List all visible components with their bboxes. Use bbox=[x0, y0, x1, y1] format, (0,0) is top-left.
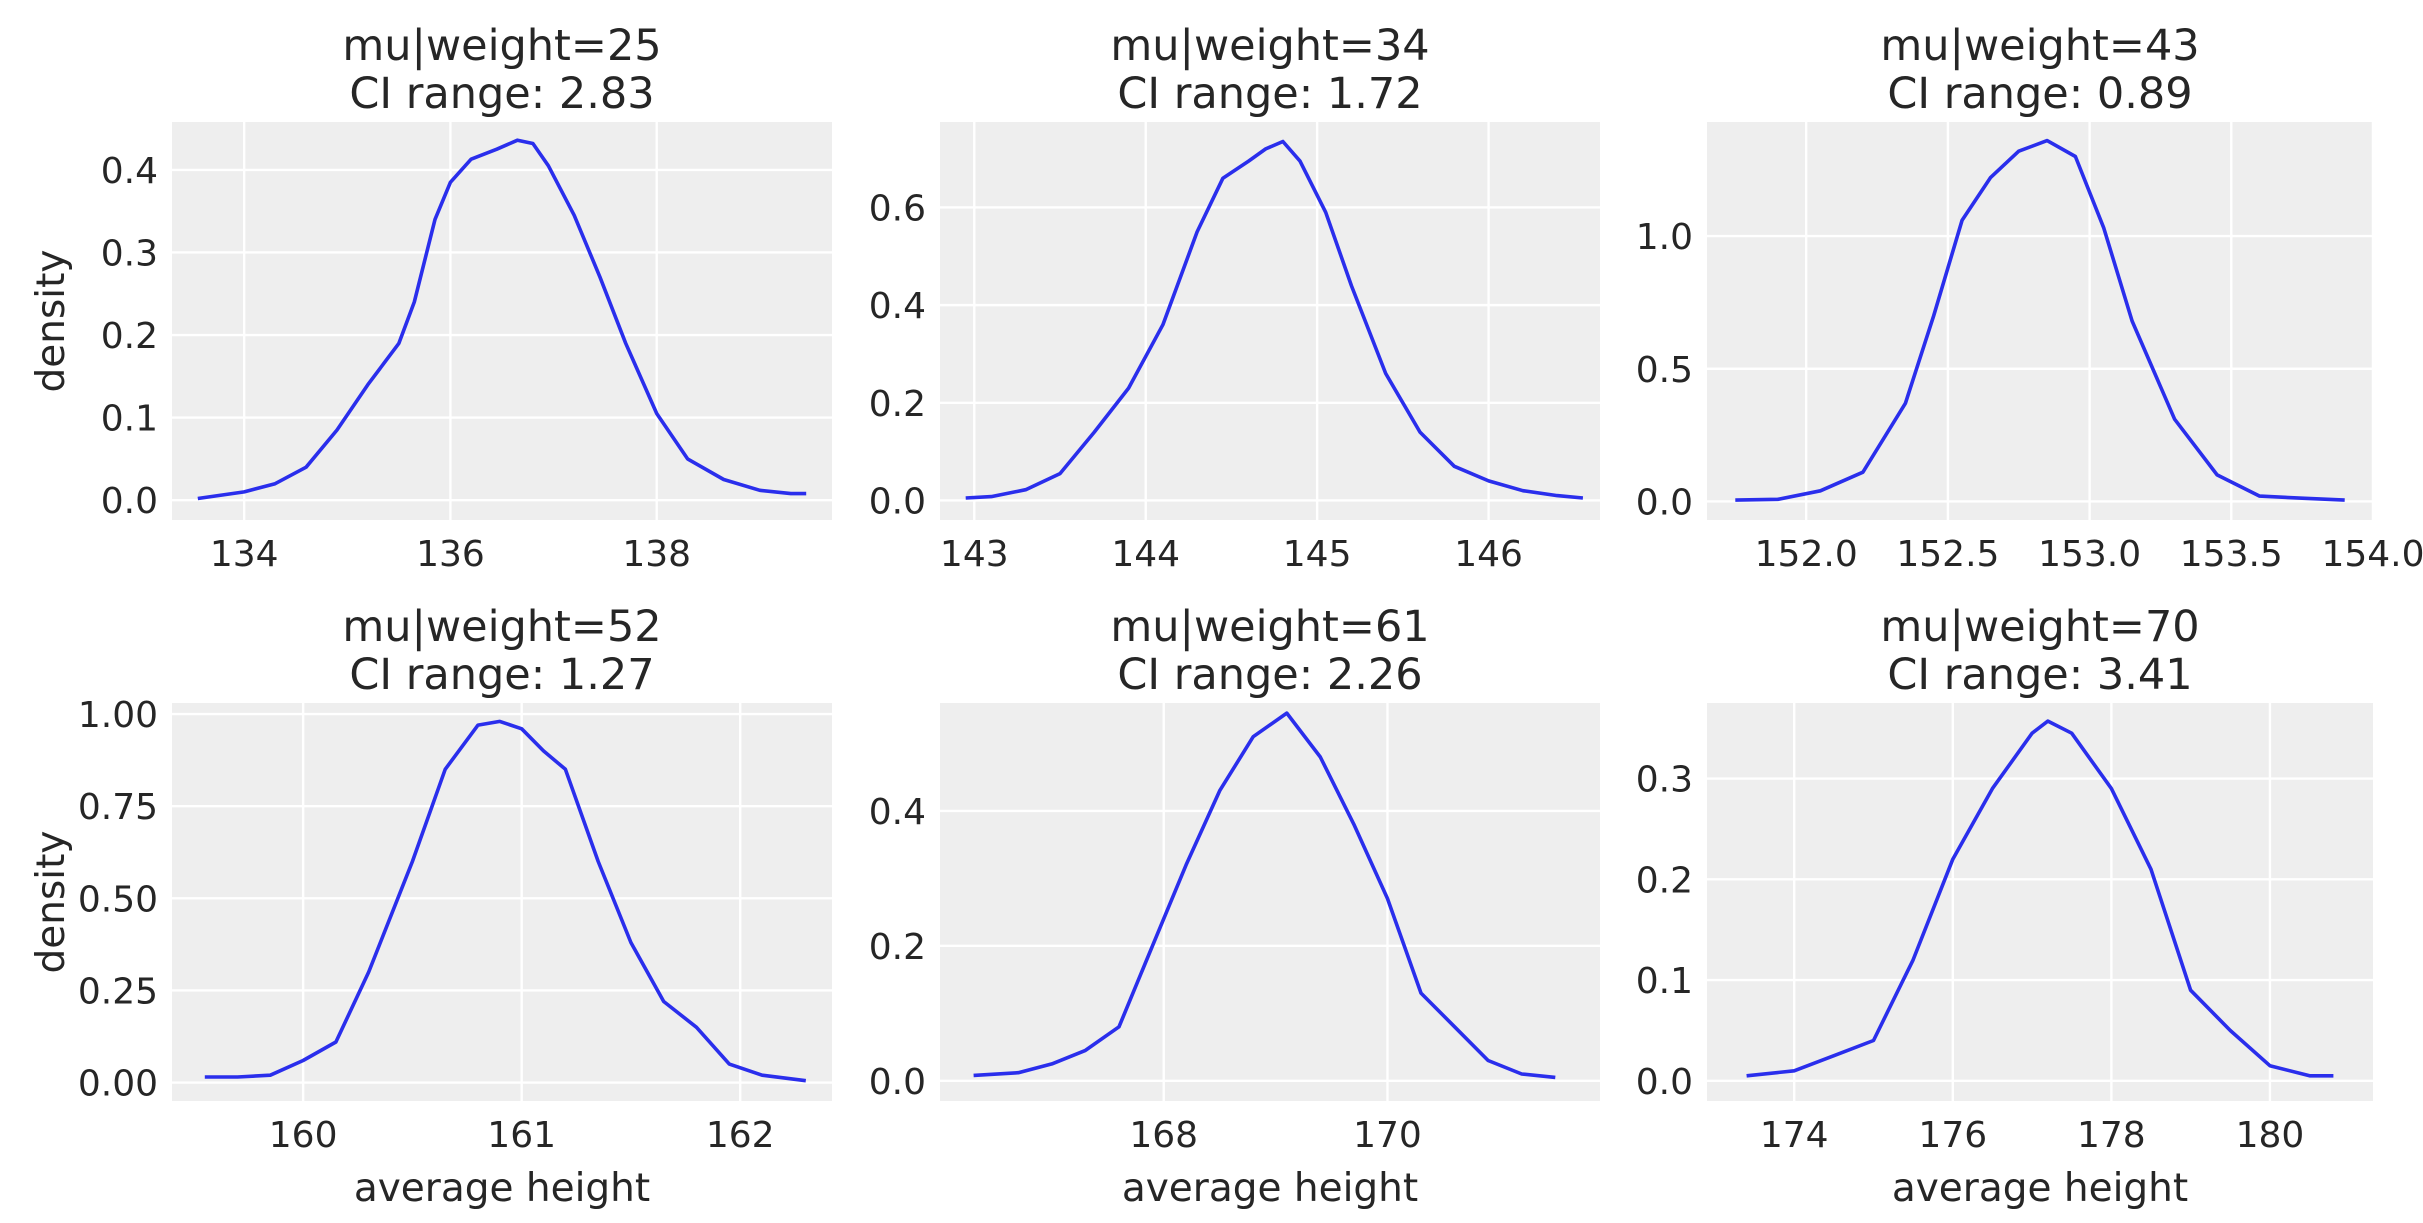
x-tick-label: 138 bbox=[622, 534, 691, 575]
y-tick-label: 0.6 bbox=[869, 188, 926, 229]
chart-panel-3: 152.0 152.5 153.0 153.5 154.0 0.0 0.5 1.0 mu|wei… bbox=[1636, 21, 2423, 575]
x-tick-label: 152.0 bbox=[1755, 534, 1858, 575]
panel-subtitle: CI range: 2.83 bbox=[349, 69, 654, 119]
density-curve bbox=[197, 138, 807, 501]
plot-background bbox=[940, 703, 1600, 1101]
panel-title: mu|weight=25 bbox=[342, 21, 661, 71]
x-tick-label: 143 bbox=[940, 534, 1009, 575]
x-tick-label: 136 bbox=[416, 534, 485, 575]
x-tick-label: 161 bbox=[487, 1115, 556, 1156]
panel-subtitle: CI range: 1.27 bbox=[349, 650, 654, 700]
y-tick-label: 0.0 bbox=[869, 481, 926, 522]
y-tick-label: 0.2 bbox=[869, 927, 926, 968]
y-tick-label: 0.4 bbox=[101, 151, 158, 192]
y-tick-label: 0.4 bbox=[869, 792, 926, 833]
x-axis-label: average height bbox=[354, 1166, 650, 1211]
x-tick-label: 134 bbox=[210, 534, 279, 575]
panel-subtitle: CI range: 2.26 bbox=[1117, 650, 1422, 700]
x-tick-label: 153.0 bbox=[2038, 534, 2141, 575]
panel-title: mu|weight=61 bbox=[1110, 602, 1429, 652]
chart-panel-4: 160 161 162 0.00 0.25 0.50 0.75 1.00 mu|weight=5… bbox=[29, 602, 832, 1211]
density-curve bbox=[965, 139, 1584, 500]
density-curve bbox=[1735, 138, 2345, 502]
x-tick-label: 176 bbox=[1918, 1115, 1987, 1156]
y-axis-label: density bbox=[29, 250, 74, 393]
y-tick-label: 0.0 bbox=[869, 1062, 926, 1103]
x-tick-label: 180 bbox=[2236, 1115, 2305, 1156]
x-tick-label: 174 bbox=[1760, 1115, 1829, 1156]
x-tick-label: 160 bbox=[269, 1115, 338, 1156]
plot-background bbox=[1707, 703, 2373, 1101]
y-tick-label: 0.0 bbox=[101, 481, 158, 522]
panel-title: mu|weight=70 bbox=[1880, 602, 2199, 652]
y-tick-label: 0.2 bbox=[1636, 860, 1693, 901]
y-tick-label: 0.4 bbox=[869, 286, 926, 327]
x-tick-label: 144 bbox=[1111, 534, 1180, 575]
y-tick-label: 0.2 bbox=[869, 384, 926, 425]
x-tick-label: 153.5 bbox=[2180, 534, 2283, 575]
x-axis-label: average height bbox=[1892, 1166, 2188, 1211]
y-tick-label: 0.0 bbox=[1636, 1062, 1693, 1103]
x-tick-label: 145 bbox=[1283, 534, 1352, 575]
x-tick-label: 162 bbox=[706, 1115, 775, 1156]
plot-background bbox=[172, 703, 832, 1101]
x-tick-label: 152.5 bbox=[1896, 534, 1999, 575]
y-tick-label: 0.1 bbox=[101, 399, 158, 440]
panel-subtitle: CI range: 0.89 bbox=[1887, 69, 2192, 119]
y-tick-label: 0.0 bbox=[1636, 482, 1693, 523]
density-curve bbox=[973, 711, 1556, 1080]
panel-title: mu|weight=34 bbox=[1110, 21, 1429, 71]
x-tick-label: 178 bbox=[2077, 1115, 2146, 1156]
density-curve bbox=[1746, 719, 2334, 1078]
plot-background bbox=[172, 122, 832, 520]
x-tick-label: 146 bbox=[1454, 534, 1523, 575]
y-tick-label: 0.3 bbox=[1636, 760, 1693, 801]
y-tick-label: 0.00 bbox=[78, 1064, 158, 1105]
y-tick-label: 1.0 bbox=[1636, 217, 1693, 258]
x-axis-label: average height bbox=[1122, 1166, 1418, 1211]
x-tick-label: 154.0 bbox=[2321, 534, 2423, 575]
plot-background bbox=[940, 122, 1600, 520]
panel-subtitle: CI range: 3.41 bbox=[1887, 650, 2192, 700]
panel-title: mu|weight=52 bbox=[342, 602, 661, 652]
y-tick-label: 0.75 bbox=[78, 787, 158, 828]
plot-background bbox=[1707, 122, 2373, 520]
x-tick-label: 168 bbox=[1129, 1115, 1198, 1156]
y-tick-label: 0.25 bbox=[78, 971, 158, 1012]
density-curve bbox=[204, 719, 807, 1083]
panel-subtitle: CI range: 1.72 bbox=[1117, 69, 1422, 119]
y-tick-label: 0.3 bbox=[101, 233, 158, 274]
y-tick-label: 0.5 bbox=[1636, 350, 1693, 391]
panel-title: mu|weight=43 bbox=[1880, 21, 2199, 71]
y-axis-label: density bbox=[29, 831, 74, 974]
x-tick-label: 170 bbox=[1353, 1115, 1422, 1156]
y-tick-label: 0.1 bbox=[1636, 961, 1693, 1002]
y-tick-label: 0.2 bbox=[101, 316, 158, 357]
y-tick-label: 1.00 bbox=[78, 695, 158, 736]
y-tick-label: 0.50 bbox=[78, 879, 158, 920]
